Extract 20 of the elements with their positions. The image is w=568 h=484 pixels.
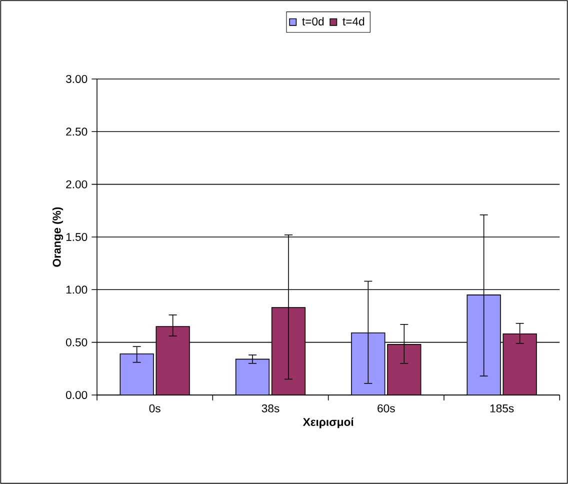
- y-axis-title: Orange (%): [52, 207, 64, 267]
- y-tick-label: 0.50: [66, 338, 88, 346]
- bar: [235, 358, 270, 395]
- y-tick-label: 3.00: [66, 74, 88, 83]
- y-tick-label: 0.00: [66, 390, 88, 399]
- x-tick-label: 185s: [490, 404, 514, 412]
- y-tick-label: 1.50: [66, 232, 88, 241]
- y-tick-label: 2.00: [66, 180, 88, 188]
- x-tick-label: 0s: [149, 404, 160, 412]
- bar: [156, 326, 190, 395]
- bar: [120, 354, 154, 395]
- legend-label: t=4d: [342, 17, 364, 26]
- bar: [387, 344, 422, 395]
- x-tick-label: 38s: [262, 404, 280, 412]
- x-tick-label: 60s: [378, 404, 395, 412]
- y-tick-label: 1.00: [66, 286, 88, 294]
- legend-label: t=0d: [302, 17, 324, 26]
- x-axis-title: Χειρισμοί: [302, 418, 354, 428]
- bar: [502, 333, 537, 395]
- y-tick-label: 2.50: [66, 128, 88, 136]
